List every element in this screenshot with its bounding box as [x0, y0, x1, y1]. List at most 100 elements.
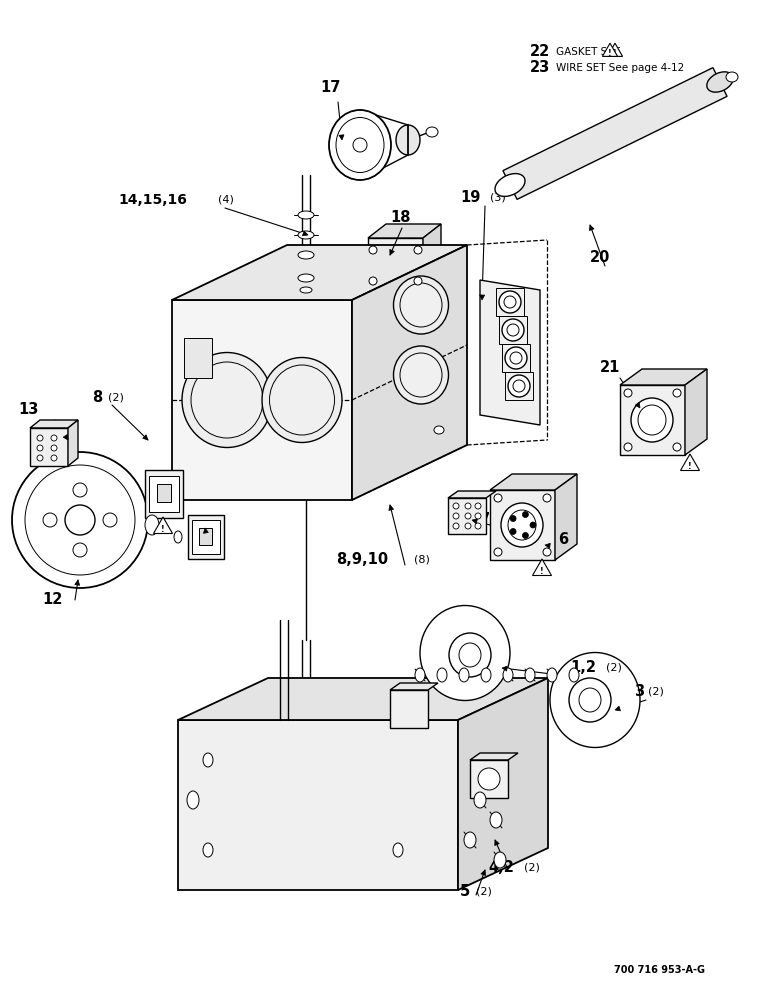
Ellipse shape [191, 362, 263, 438]
Circle shape [25, 465, 135, 575]
Ellipse shape [579, 688, 601, 712]
Text: GASKET SET: GASKET SET [556, 47, 620, 57]
Text: 5: 5 [460, 884, 470, 900]
Ellipse shape [415, 668, 425, 682]
Text: 14,15,16: 14,15,16 [118, 193, 187, 207]
Ellipse shape [182, 353, 272, 448]
Ellipse shape [420, 605, 510, 700]
Ellipse shape [414, 277, 422, 285]
Text: (3): (3) [490, 193, 506, 203]
Text: 8: 8 [92, 390, 102, 406]
Ellipse shape [437, 668, 447, 682]
Ellipse shape [269, 365, 334, 435]
Bar [199, 528, 212, 545]
Text: (2): (2) [524, 863, 540, 873]
Circle shape [505, 347, 527, 369]
Ellipse shape [434, 426, 444, 434]
Ellipse shape [353, 138, 367, 152]
Text: 6: 6 [558, 532, 568, 548]
Polygon shape [620, 369, 707, 385]
Circle shape [502, 319, 524, 341]
Circle shape [43, 513, 57, 527]
Ellipse shape [726, 72, 738, 82]
Text: (4): (4) [218, 195, 234, 205]
Bar [157, 484, 171, 502]
Polygon shape [68, 420, 78, 466]
Polygon shape [589, 225, 594, 231]
Ellipse shape [145, 515, 159, 535]
Text: !: ! [613, 49, 617, 58]
Bar [496, 288, 524, 316]
Polygon shape [503, 68, 727, 199]
Polygon shape [480, 280, 540, 425]
Text: 18: 18 [390, 211, 411, 226]
Polygon shape [423, 224, 441, 293]
Circle shape [543, 548, 551, 556]
Ellipse shape [336, 117, 384, 172]
Bar [502, 344, 530, 372]
Ellipse shape [569, 668, 579, 682]
Circle shape [523, 532, 528, 538]
Circle shape [12, 452, 148, 588]
Ellipse shape [547, 668, 557, 682]
Polygon shape [472, 519, 478, 524]
Circle shape [51, 435, 57, 441]
Polygon shape [470, 760, 508, 798]
Circle shape [673, 389, 681, 397]
Polygon shape [172, 245, 467, 300]
Ellipse shape [262, 358, 342, 442]
Polygon shape [143, 435, 148, 440]
Ellipse shape [298, 251, 314, 259]
Text: (2): (2) [648, 687, 664, 697]
Circle shape [508, 375, 530, 397]
Circle shape [673, 443, 681, 451]
Ellipse shape [525, 668, 535, 682]
Ellipse shape [464, 832, 476, 848]
Ellipse shape [396, 125, 420, 155]
Circle shape [510, 352, 522, 364]
Polygon shape [178, 720, 458, 890]
Polygon shape [145, 470, 183, 518]
Circle shape [624, 443, 632, 451]
Text: WIRE SET See page 4-12: WIRE SET See page 4-12 [556, 63, 684, 73]
Circle shape [543, 494, 551, 502]
Circle shape [37, 445, 43, 451]
Polygon shape [490, 474, 577, 490]
Text: !: ! [608, 49, 612, 58]
Circle shape [465, 503, 471, 509]
Polygon shape [680, 454, 699, 471]
Ellipse shape [174, 531, 182, 543]
Polygon shape [63, 434, 68, 440]
Ellipse shape [187, 791, 199, 809]
Ellipse shape [298, 211, 314, 219]
Ellipse shape [459, 668, 469, 682]
Polygon shape [390, 249, 394, 255]
Circle shape [37, 455, 43, 461]
Ellipse shape [631, 398, 673, 442]
Circle shape [51, 445, 57, 451]
Polygon shape [620, 385, 685, 455]
Polygon shape [368, 224, 441, 238]
Polygon shape [481, 870, 486, 876]
Polygon shape [533, 559, 551, 576]
Circle shape [453, 513, 459, 519]
Ellipse shape [474, 792, 486, 808]
Text: 4,2: 4,2 [488, 860, 514, 876]
Ellipse shape [298, 231, 314, 239]
Circle shape [504, 296, 516, 308]
Text: 3: 3 [634, 684, 644, 700]
Polygon shape [470, 753, 518, 760]
Text: 1,2: 1,2 [570, 660, 596, 676]
Polygon shape [635, 402, 640, 408]
Text: !: ! [540, 567, 543, 576]
Ellipse shape [400, 283, 442, 327]
Text: (2): (2) [476, 887, 492, 897]
Ellipse shape [203, 843, 213, 857]
Text: 17: 17 [320, 81, 340, 96]
Ellipse shape [494, 852, 506, 868]
Polygon shape [495, 840, 499, 846]
Text: 700 716 953-A-G: 700 716 953-A-G [615, 965, 706, 975]
Polygon shape [188, 515, 224, 559]
Polygon shape [390, 683, 438, 690]
Circle shape [465, 523, 471, 529]
